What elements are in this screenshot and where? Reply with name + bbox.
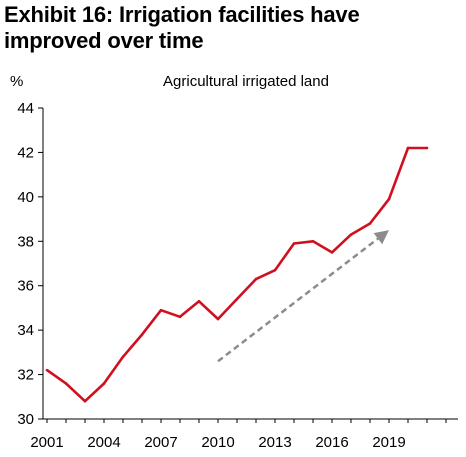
data-point — [178, 315, 182, 319]
chart-title-line-1: Exhibit 16: Irrigation facilities have — [4, 2, 360, 27]
trend-arrow-head — [373, 230, 389, 245]
data-point — [102, 382, 106, 385]
data-point — [330, 251, 334, 254]
y-tick-label: 36 — [17, 278, 34, 295]
x-tick-label: 2016 — [315, 434, 348, 451]
y-tick-label: 40 — [17, 189, 34, 206]
chart-title-line-2: improved over time — [4, 28, 204, 53]
data-point — [273, 268, 277, 272]
chart-subtitle: Agricultural irrigated land — [163, 73, 329, 90]
y-tick-label: 32 — [17, 367, 34, 384]
x-tick-label: 2010 — [201, 434, 234, 451]
x-tick-label: 2007 — [144, 434, 177, 451]
data-point — [406, 146, 410, 150]
data-point — [311, 239, 315, 243]
data-point — [292, 242, 296, 245]
y-tick-label: 34 — [17, 322, 34, 339]
x-tick-label: 2013 — [258, 434, 291, 451]
data-point — [235, 297, 239, 301]
x-tick-label: 2019 — [372, 434, 405, 451]
data-point — [368, 222, 372, 225]
trend-arrow-shaft — [217, 237, 379, 363]
x-tick-label: 2001 — [30, 434, 63, 451]
series-layer — [45, 146, 429, 403]
chart-title: Exhibit 16: Irrigation facilities have i… — [4, 2, 464, 54]
axes: 30 32 34 36 38 40 42 44 2001 2004 2007 2010 2013 2016… — [17, 100, 458, 451]
data-point — [83, 399, 87, 403]
data-point — [45, 368, 49, 372]
y-axis-unit-label: % — [10, 73, 23, 90]
y-tick-label: 38 — [17, 233, 34, 250]
data-point — [197, 299, 201, 303]
data-point — [349, 233, 353, 236]
data-point — [254, 277, 258, 281]
data-point — [425, 146, 429, 150]
data-point — [387, 197, 391, 201]
data-point — [64, 382, 68, 385]
x-tick-label: 2004 — [87, 434, 120, 451]
data-point — [140, 333, 144, 336]
data-point — [159, 308, 163, 312]
data-point — [216, 317, 220, 321]
trend-arrow — [217, 230, 389, 363]
y-tick-label: 44 — [17, 100, 34, 117]
series-line — [46, 146, 427, 403]
y-tick-label: 30 — [17, 411, 34, 428]
y-tick-label: 42 — [17, 144, 34, 161]
data-point — [121, 355, 125, 359]
